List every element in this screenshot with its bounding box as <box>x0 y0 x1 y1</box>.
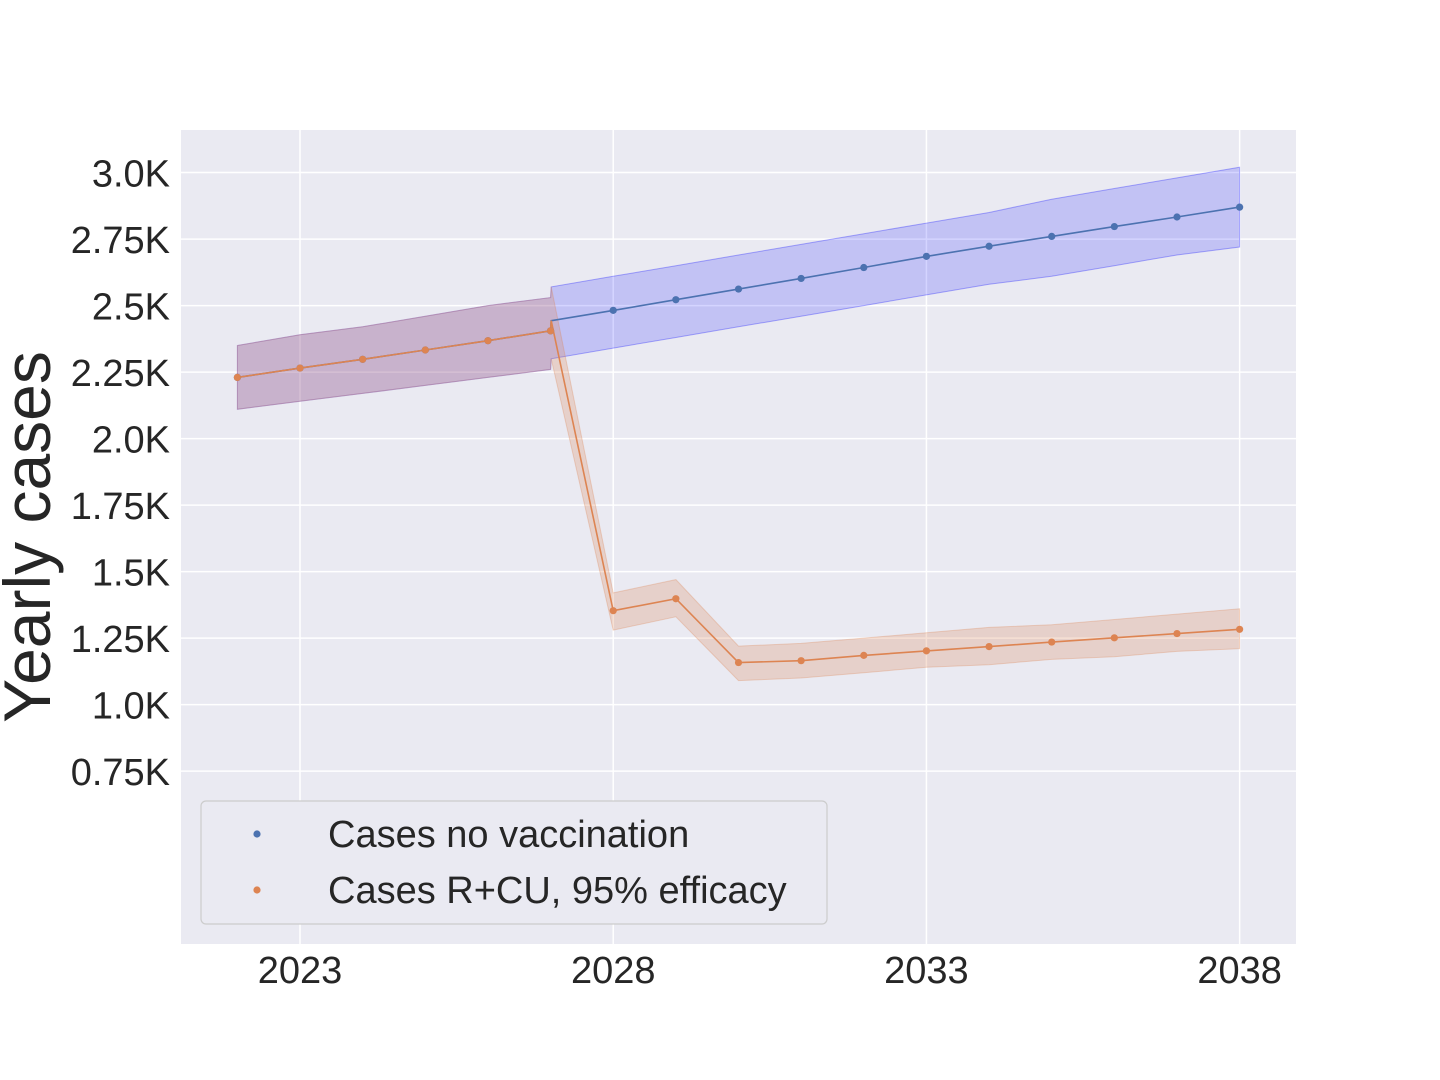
data-point <box>672 595 680 603</box>
y-tick-label: 1.75K <box>71 486 170 528</box>
legend: Cases no vaccination Cases R+CU, 95% effi… <box>200 800 828 925</box>
data-point <box>985 242 993 250</box>
data-point <box>1236 203 1244 211</box>
y-axis-label: Yearly cases <box>0 351 64 723</box>
legend-marker <box>253 830 261 838</box>
x-tick-label: 2033 <box>884 950 969 992</box>
y-tick-label: 1.25K <box>71 619 170 661</box>
legend-box <box>200 800 828 925</box>
x-tick-label: 2028 <box>571 950 656 992</box>
data-point <box>546 327 555 335</box>
data-point <box>609 306 617 314</box>
data-point <box>922 647 931 655</box>
series-lines <box>237 206 1240 664</box>
data-point <box>860 263 868 272</box>
y-tick-label: 3.0K <box>92 154 170 196</box>
data-point <box>985 642 993 651</box>
x-tick-label: 2038 <box>1197 950 1282 992</box>
legend-marker <box>253 886 261 894</box>
data-point <box>797 657 805 665</box>
data-point <box>797 274 805 283</box>
data-point <box>734 285 743 293</box>
data-point <box>233 373 241 381</box>
data-point <box>1048 638 1056 646</box>
data-point <box>734 658 743 667</box>
y-tick-label: 2.75K <box>71 220 170 262</box>
data-point <box>1110 634 1118 642</box>
data-point <box>1173 629 1181 638</box>
data-point <box>421 346 429 354</box>
y-tick-label: 1.0K <box>92 686 170 728</box>
data-point <box>1048 232 1056 241</box>
y-tick-label: 2.5K <box>92 287 170 329</box>
data-point <box>1236 625 1244 633</box>
data-point <box>1110 222 1118 231</box>
data-point <box>359 355 367 363</box>
x-tick-label: 2023 <box>258 950 343 992</box>
series-line <box>237 320 1240 664</box>
y-tick-label: 1.5K <box>92 553 170 595</box>
data-point <box>1173 213 1181 221</box>
data-point <box>672 296 680 304</box>
data-point <box>609 607 617 615</box>
legend-label: Cases R+CU, 95% efficacy <box>328 870 787 912</box>
y-tick-label: 2.25K <box>71 353 170 395</box>
series-points <box>233 203 1244 667</box>
data-point <box>484 337 492 345</box>
y-tick-label: 2.0K <box>92 420 170 462</box>
legend-label: Cases no vaccination <box>328 814 689 856</box>
y-tick-label: 0.75K <box>71 752 170 794</box>
data-point <box>296 364 304 372</box>
data-point <box>922 252 931 260</box>
y-axis-ticks: 0.75K 1.0K 1.25K 1.5K 1.75K 2.0K 2.25K 2.5K 2.75… <box>71 154 170 795</box>
x-axis-ticks: 2023 2028 2033 2038 <box>258 950 1282 992</box>
confidence-band <box>236 286 1241 682</box>
data-point <box>860 651 868 659</box>
